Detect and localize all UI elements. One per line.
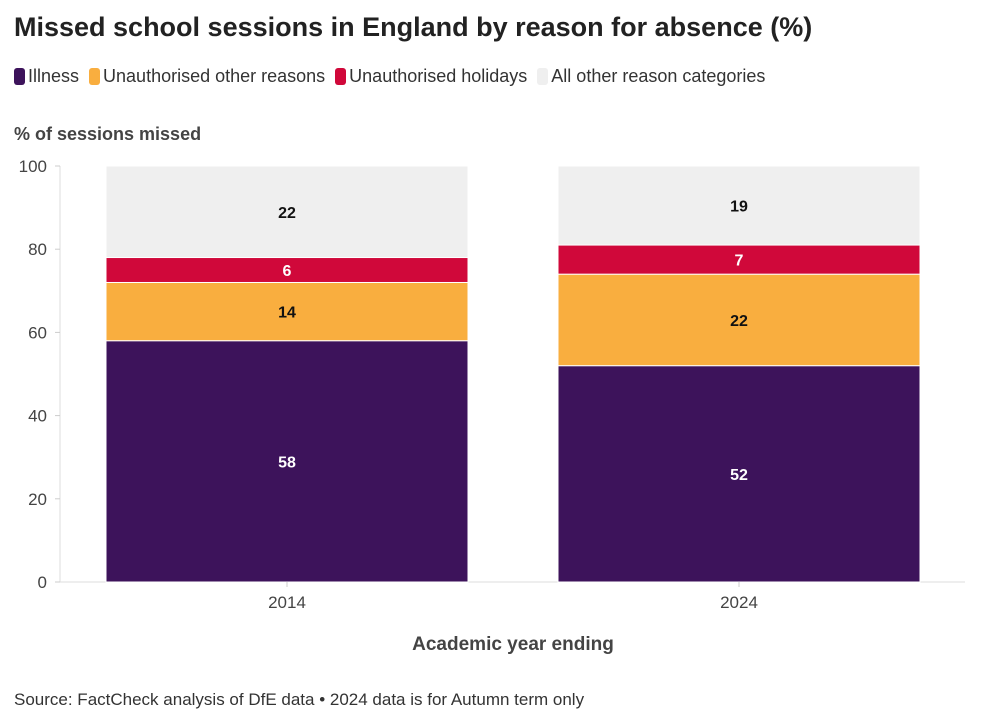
data-label: 7 bbox=[735, 253, 744, 270]
data-label: 14 bbox=[278, 305, 296, 322]
legend-swatch bbox=[14, 68, 25, 85]
data-label: 22 bbox=[730, 313, 748, 330]
y-tick-label: 20 bbox=[28, 490, 47, 509]
bar-segment bbox=[557, 165, 921, 246]
legend-swatch bbox=[537, 68, 549, 85]
y-tick-label: 100 bbox=[19, 157, 47, 176]
bar-segment bbox=[557, 273, 921, 367]
x-tick-label: 2014 bbox=[268, 593, 306, 612]
data-label: 52 bbox=[730, 467, 748, 484]
y-tick-label: 60 bbox=[28, 323, 47, 342]
bar-segment bbox=[105, 165, 469, 259]
stacked-bar-chart: 0 20 40 60 80 100 58 14 6 22 2014 52 22 7 19 2024 Academ… bbox=[19, 157, 965, 655]
legend-swatch bbox=[335, 68, 347, 85]
legend-swatch bbox=[89, 68, 101, 85]
legend-label: All other reason categories bbox=[551, 66, 766, 86]
y-axis-label: % of sessions missed bbox=[14, 124, 202, 144]
bar-segment bbox=[557, 244, 921, 275]
y-tick-label: 80 bbox=[28, 240, 47, 259]
data-label: 58 bbox=[278, 454, 296, 471]
bar-segment bbox=[557, 365, 921, 583]
legend-item: Illness bbox=[14, 66, 79, 87]
y-tick-label: 40 bbox=[28, 407, 47, 426]
legend-label: Unauthorised holidays bbox=[349, 66, 528, 86]
legend-item: All other reason categories bbox=[537, 66, 765, 87]
x-axis-label: Academic year ending bbox=[412, 634, 614, 655]
legend-label: Unauthorised other reasons bbox=[103, 66, 326, 86]
legend-item: Unauthorised other reasons bbox=[89, 66, 325, 87]
y-tick-label: 0 bbox=[38, 573, 47, 592]
legend-item: Unauthorised holidays bbox=[335, 66, 527, 87]
source-note: Source: FactCheck analysis of DfE data •… bbox=[14, 690, 585, 709]
legend-label: Illness bbox=[28, 66, 80, 86]
data-label: 22 bbox=[278, 205, 296, 222]
legend: Illness Unauthorised other reasons Unautho… bbox=[14, 66, 765, 87]
chart-title: Missed school sessions in England by rea… bbox=[14, 12, 813, 42]
data-label: 6 bbox=[283, 263, 292, 280]
data-label: 19 bbox=[730, 199, 748, 216]
x-tick-label: 2024 bbox=[720, 593, 758, 612]
bar-segment bbox=[105, 257, 469, 283]
